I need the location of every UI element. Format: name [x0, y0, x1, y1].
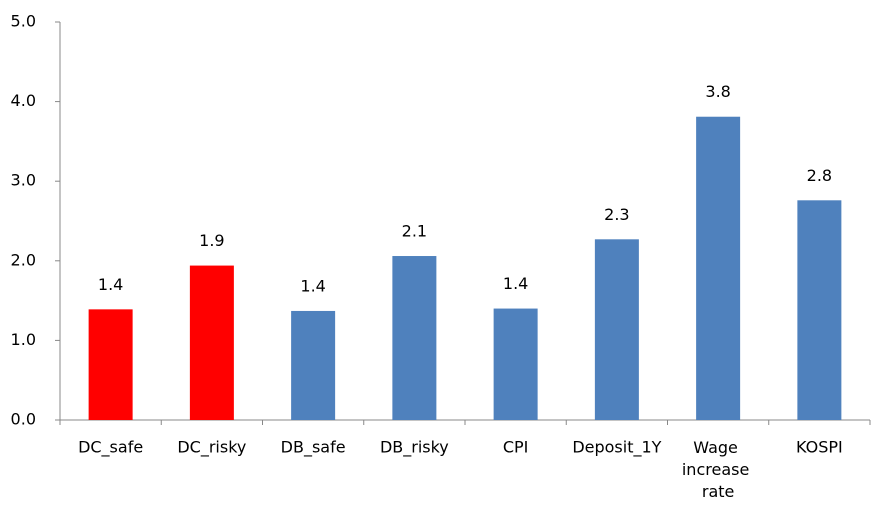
- x-tick-label: Deposit_1Y: [572, 438, 661, 458]
- value-label: 1.4: [503, 274, 528, 293]
- bar: [189, 265, 234, 420]
- x-tick-label: CPI: [503, 438, 529, 457]
- value-label: 2.3: [604, 205, 629, 224]
- y-tick-label: 5.0: [11, 12, 36, 31]
- y-tick-label: 4.0: [11, 91, 36, 110]
- value-label: 2.1: [402, 222, 427, 241]
- x-tick-label: DC_safe: [78, 438, 143, 458]
- value-label: 1.9: [199, 231, 224, 250]
- bar: [392, 256, 437, 420]
- bar: [696, 116, 741, 420]
- x-tick-label: Wage increase rate: [682, 438, 755, 501]
- x-tick-label: DB_risky: [380, 438, 449, 458]
- bar: [88, 309, 133, 420]
- value-label: 1.4: [300, 276, 325, 295]
- value-label: 1.4: [98, 275, 123, 294]
- x-tick-label: KOSPI: [796, 438, 843, 457]
- y-tick-label: 1.0: [11, 330, 36, 349]
- y-tick-label: 2.0: [11, 250, 36, 269]
- y-tick-label: 0.0: [11, 410, 36, 429]
- bar: [493, 308, 538, 420]
- bar: [797, 200, 842, 420]
- bar: [291, 310, 336, 420]
- x-tick-label: DB_safe: [281, 438, 346, 458]
- value-label: 3.8: [705, 82, 730, 101]
- value-label: 2.8: [807, 166, 832, 185]
- x-tick-label: DC_risky: [177, 438, 246, 458]
- bar: [594, 239, 639, 420]
- y-tick-label: 3.0: [11, 171, 36, 190]
